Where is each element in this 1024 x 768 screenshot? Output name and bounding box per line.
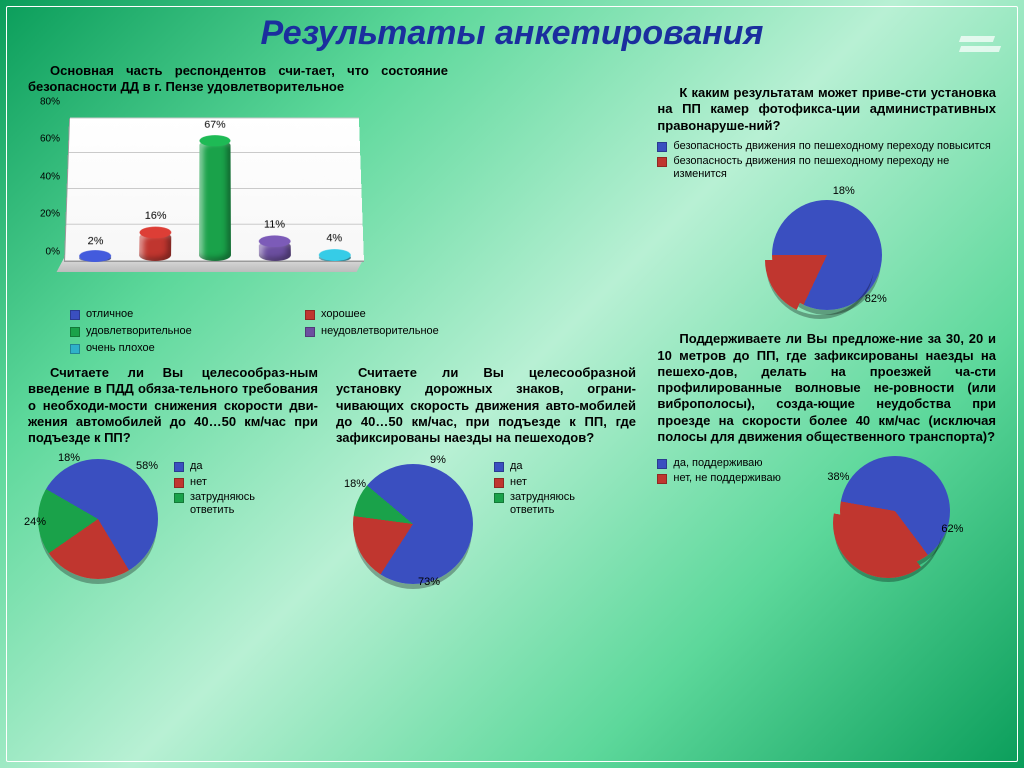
q1-legend: данетзатрудняюсь ответить [174,458,294,519]
rightq-pie: 18%82% [747,185,907,325]
bar-chart: 0%20%40%60%80% 2%16%67%11%4% [28,102,368,302]
rightq-legend: безопасность движения по пешеходному пер… [657,140,996,182]
q2-pie: 73%18%9% [338,454,488,594]
bar-heading: Основная часть респондентов счи-тает, чт… [28,63,448,96]
page-title: Результаты анкетирования [28,14,996,53]
q3-legend: да, поддерживаюнет, не поддерживаю [657,455,807,571]
bar-legend: отличноехорошееудовлетворительноенеудовл… [70,306,540,358]
q1-pie: 58%24%18% [28,454,168,584]
q2-legend: данетзатрудняюсь ответить [494,458,614,519]
q3-pie: 62%38% [815,451,975,571]
rightq-heading: К каким результатам может приве-сти уста… [657,85,996,134]
q2-text: Считаете ли Вы целесообразной установку … [336,365,636,446]
q1-text: Считаете ли Вы целесообраз-ным введение … [28,365,318,446]
q3-text: Поддерживаете ли Вы предложе-ние за 30, … [657,331,996,445]
